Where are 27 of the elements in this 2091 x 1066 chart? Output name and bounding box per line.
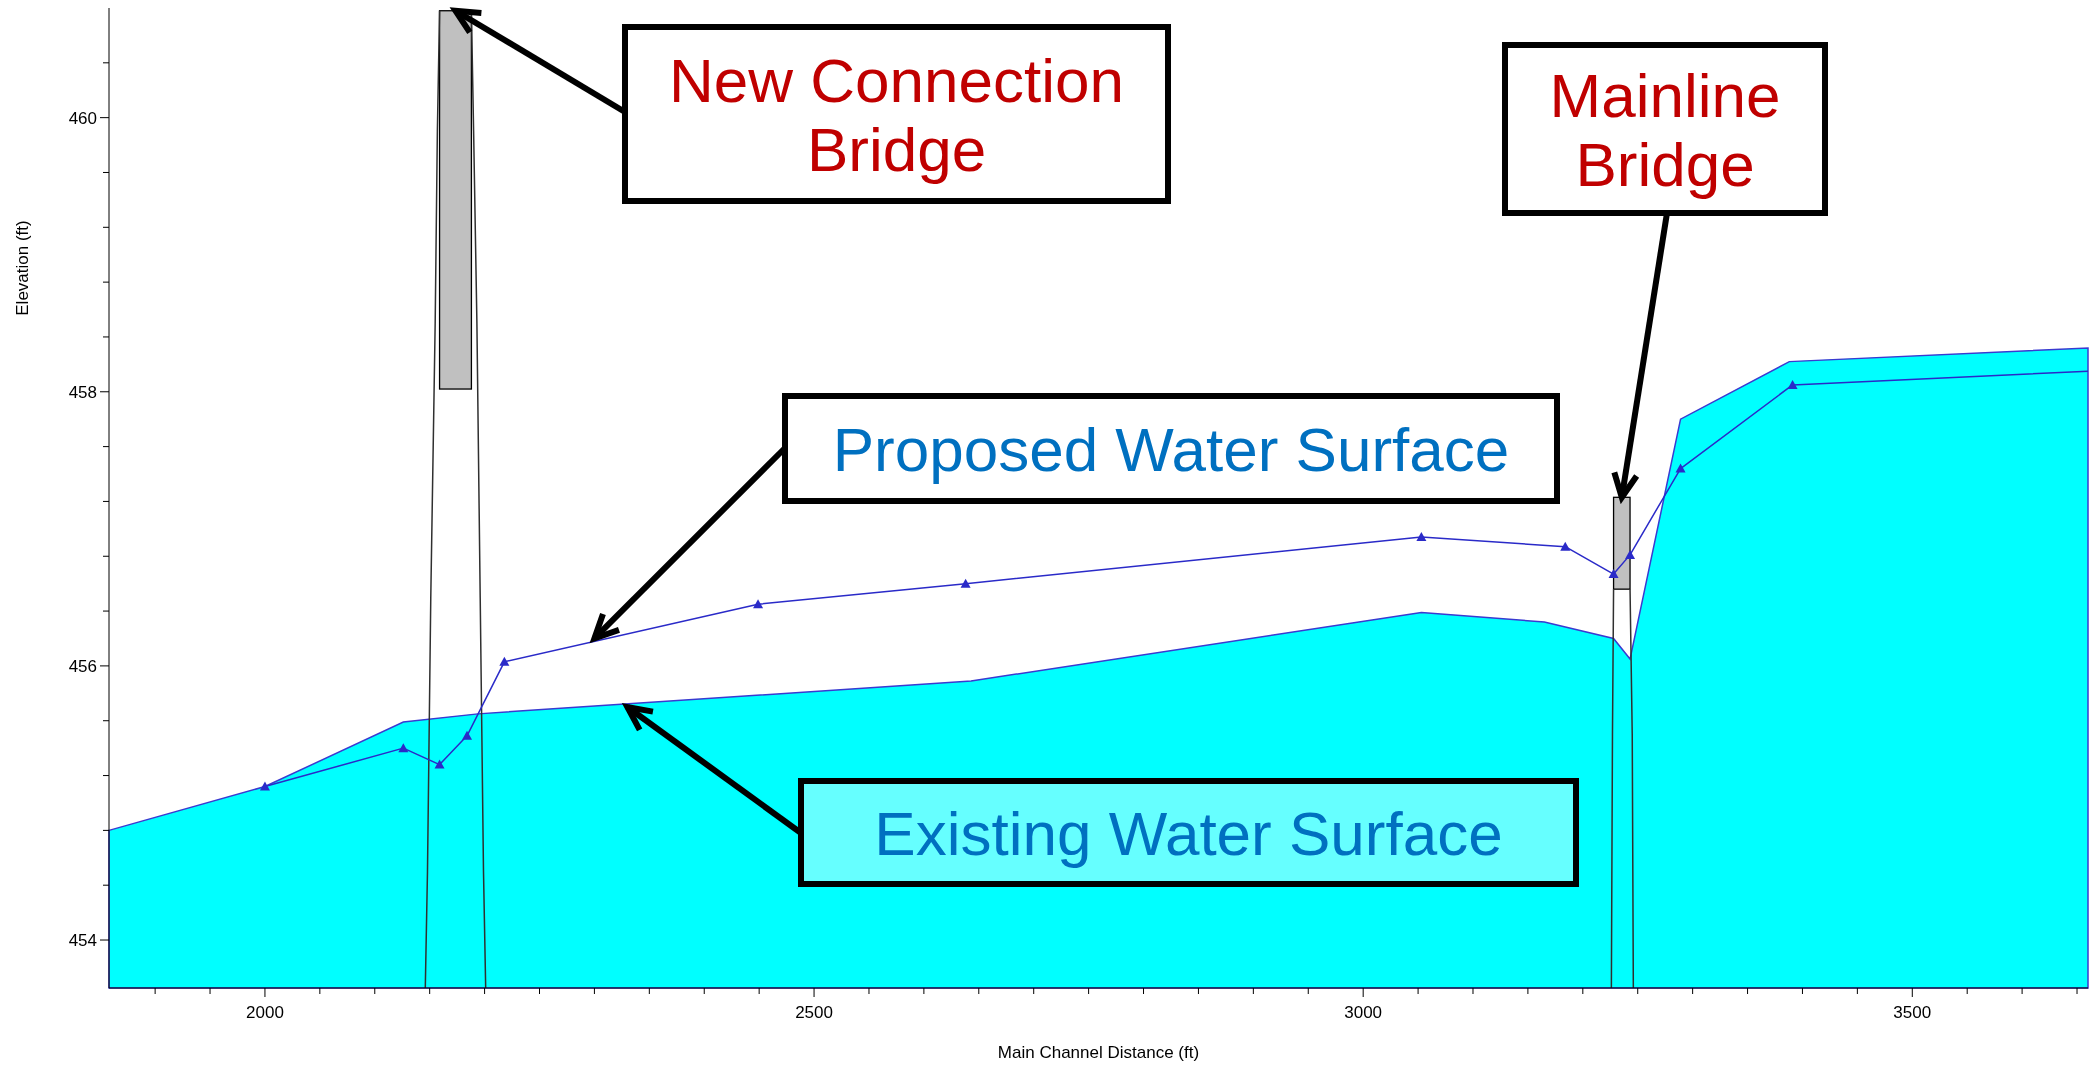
y-tick-label: 454 (68, 931, 97, 951)
y-tick-label: 456 (68, 656, 97, 676)
x-tick-label: 2000 (246, 1003, 284, 1022)
point (259, 781, 270, 791)
x-tick-label: 3500 (1893, 1003, 1932, 1022)
point (1608, 569, 1619, 579)
y-tick-label: 458 (68, 382, 97, 402)
point (499, 656, 510, 666)
point (1787, 379, 1798, 389)
point (753, 599, 764, 609)
point (462, 730, 473, 740)
point (398, 743, 409, 753)
point (1416, 532, 1427, 542)
annotation: Mainline Bridge (1549, 60, 1781, 200)
y-tick-label: 460 (68, 108, 97, 128)
point (960, 578, 971, 588)
point (434, 759, 445, 769)
annotation: Proposed Water Surface (832, 414, 1510, 484)
x-axis-title: Main Channel Distance (ft) (997, 1043, 1200, 1062)
annotation: New Connection Bridge (669, 45, 1124, 185)
point (1560, 541, 1571, 551)
annotation: Existing Water Surface (874, 798, 1503, 868)
x-tick-label: 2500 (795, 1003, 833, 1022)
point (1625, 549, 1636, 559)
y-axis-title: Elevation (ft) (13, 220, 32, 316)
point (1675, 463, 1686, 473)
x-tick-label: 3000 (1344, 1003, 1383, 1022)
